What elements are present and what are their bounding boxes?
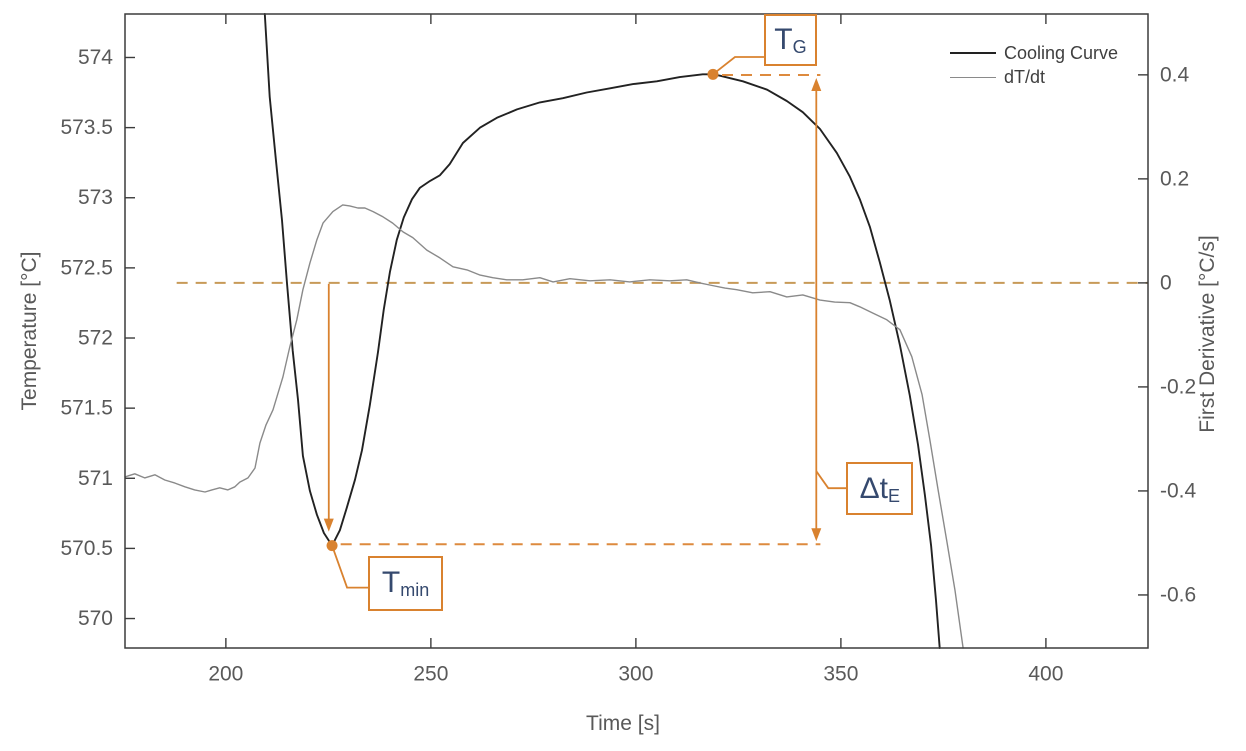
delta-te-label-box: Δt E (846, 462, 914, 516)
legend-entry-cooling-curve: Cooling Curve (950, 41, 1118, 65)
plot-border (124, 13, 1149, 649)
derivative-curve-line (124, 204, 964, 649)
right-y-axis-tick-label: -0.2 (1160, 375, 1196, 398)
x-axis-tick-label: 200 (208, 662, 243, 685)
tmin-leader-line (331, 545, 369, 589)
left-y-axis-tick-label: 571 (78, 467, 113, 490)
left-y-axis-tick-label: 573 (78, 186, 113, 209)
tmin-label: T (381, 566, 401, 600)
delta-te-leader-line (815, 470, 847, 490)
x-axis-tick-label: 300 (618, 662, 653, 685)
delta-te-label-subscript: E (887, 485, 900, 506)
right-y-axis-tick-label: 0.2 (1160, 167, 1189, 190)
right-y-axis-tick-label: 0 (1160, 271, 1172, 294)
tmin-marker-dot (326, 540, 338, 552)
cooling-curve-line (263, 13, 941, 649)
tg-marker-dot (707, 68, 719, 80)
x-axis-label: Time [s] (586, 712, 660, 735)
delta-te-arrowhead-up (811, 78, 822, 92)
legend-label: Cooling Curve (1004, 42, 1119, 63)
right-y-axis-tick-label: -0.6 (1160, 583, 1196, 606)
legend-label: dT/dt (1004, 66, 1046, 87)
tg-label: T (774, 23, 793, 56)
legend: Cooling Curve dT/dt (950, 41, 1118, 89)
right-y-axis-tick-label: 0.4 (1160, 63, 1190, 86)
legend-entry-derivative: dT/dt (950, 65, 1118, 89)
delta-te-label: Δt (859, 471, 888, 505)
x-axis-tick-label: 350 (823, 662, 858, 685)
derivative-line-sample (950, 76, 996, 78)
left-y-axis-tick-label: 570.5 (60, 537, 113, 560)
x-axis-tick-label: 250 (413, 662, 448, 685)
left-y-axis-tick-label: 573.5 (60, 116, 113, 139)
right-y-axis-tick-label: -0.4 (1160, 479, 1197, 502)
delta-te-arrowhead-down (811, 528, 822, 542)
tg-label-subscript: G (792, 37, 807, 57)
left-y-axis-tick-label: 574 (78, 46, 113, 69)
undercooling-arrowhead-down (323, 518, 334, 532)
left-y-axis-tick-label: 571.5 (60, 397, 113, 420)
tmin-label-subscript: min (400, 580, 430, 601)
left-y-axis-label: Temperature [°C] (18, 251, 41, 411)
right-y-axis-label: First Derivative [°C/s] (1196, 235, 1219, 433)
left-y-axis-tick-label: 572.5 (60, 256, 113, 279)
x-axis-tick-label: 400 (1028, 662, 1063, 685)
tg-leader-line (712, 56, 764, 76)
cooling-curve-line-sample (950, 52, 996, 54)
left-y-axis-tick-label: 570 (78, 607, 113, 630)
left-y-axis-tick-label: 572 (78, 327, 113, 350)
